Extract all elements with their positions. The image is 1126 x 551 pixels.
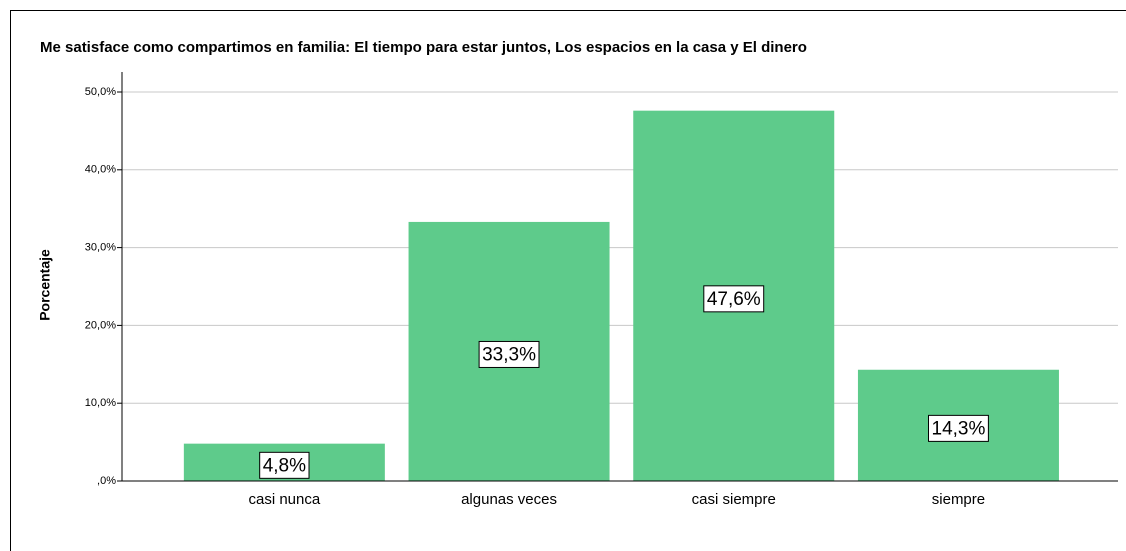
y-tick-label: ,0% [97, 475, 116, 487]
x-tick-label: siempre [932, 491, 985, 508]
y-tick-label: 50,0% [85, 86, 116, 98]
y-tick-label: 20,0% [85, 319, 116, 331]
y-tick-label: 30,0% [85, 242, 116, 254]
data-label: 47,6% [707, 289, 761, 310]
y-tick-label: 40,0% [85, 164, 116, 176]
data-label-box [928, 414, 989, 442]
data-label: 14,3% [932, 418, 986, 439]
x-tick-label: algunas veces [461, 491, 557, 508]
y-axis-label: Porcentaje [37, 249, 53, 321]
data-label-box [259, 451, 310, 479]
data-label: 4,8% [263, 455, 306, 476]
x-tick-label: casi nunca [248, 491, 320, 508]
data-label-box [478, 340, 540, 368]
data-label-box [703, 285, 765, 313]
chart-title: Me satisface como compartimos en familia… [40, 39, 807, 56]
data-label: 33,3% [482, 344, 536, 365]
x-tick-label: casi siempre [692, 491, 776, 508]
y-tick-label: 10,0% [85, 397, 116, 409]
